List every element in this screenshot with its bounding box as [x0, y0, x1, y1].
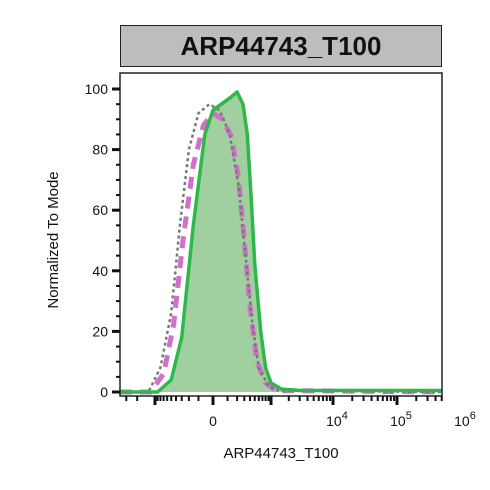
y-tick-label: 40 [92, 263, 108, 279]
x-tick-label: 0 [209, 413, 217, 429]
y-tick-label: 80 [92, 142, 108, 158]
y-tick-label: 20 [92, 323, 108, 339]
y-tick-label: 60 [92, 202, 108, 218]
plot-frame [119, 72, 443, 397]
y-tick-label: 0 [100, 384, 108, 400]
series-layer [120, 90, 443, 395]
series-filled-green-line [120, 90, 442, 394]
series-dotted-gray-line [120, 102, 443, 394]
chart-title-box: ARP44743_T100 [120, 25, 442, 67]
x-tick-label: 105 [390, 410, 412, 429]
series-green-fill [120, 92, 442, 392]
y-axis: 0 20 40 60 80 100 [85, 81, 120, 400]
y-axis-label: Normalized To Mode [45, 171, 62, 308]
series-dashed-pink-line [120, 110, 443, 395]
x-tick-label: 106 [454, 410, 476, 429]
x-tick-label: 104 [326, 410, 348, 429]
x-axis: 0 104 105 106 [125, 396, 476, 429]
x-axis-label: ARP44743_T100 [223, 445, 338, 462]
y-tick-label: 100 [85, 81, 109, 97]
chart-title: ARP44743_T100 [180, 30, 382, 61]
